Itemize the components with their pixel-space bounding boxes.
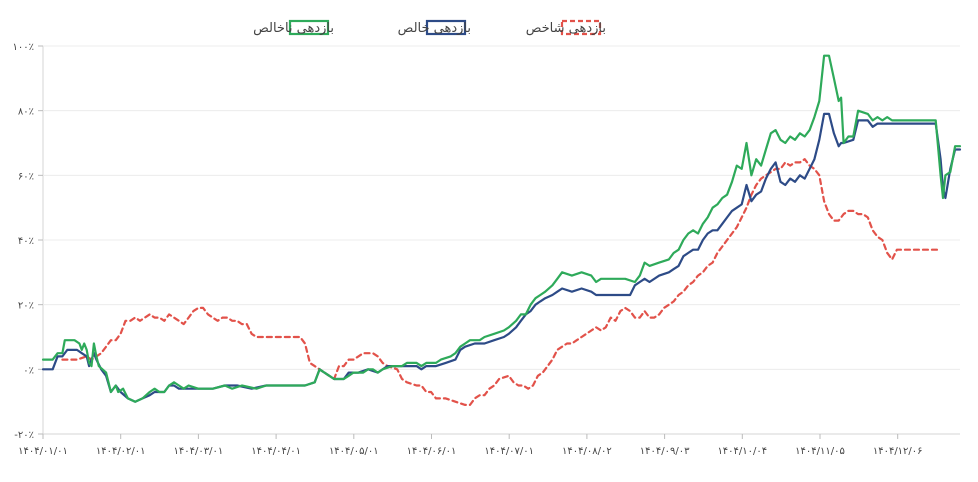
legend-label: بازدهی خالص [398, 21, 471, 36]
x-tick-label: ۱۴۰۴/۱۲/۰۶ [873, 446, 923, 457]
y-tick-label: ۸۰٪ [18, 107, 34, 118]
x-tick-label: ۱۴۰۴/۰۶/۰۱ [407, 446, 457, 457]
y-tick-label: ۰٪ [23, 365, 34, 376]
x-tick-label: ۱۴۰۴/۰۹/۰۳ [640, 446, 690, 457]
x-tick-label: ۱۴۰۴/۰۴/۰۱ [251, 446, 301, 457]
x-tick-label: ۱۴۰۴/۱۰/۰۴ [717, 446, 767, 457]
y-tick-label: ۶۰٪ [18, 171, 34, 182]
series-line-2 [61, 158, 942, 406]
legend-swatch [288, 19, 330, 36]
series-line-1 [41, 112, 962, 403]
legend: بازدهی ناخالص بازدهی خالص بازدهی شاخص [253, 19, 606, 36]
x-tick-label: ۱۴۰۴/۰۲/۰۱ [96, 446, 146, 457]
x-tick-label: ۱۴۰۴/۰۱/۰۱ [18, 446, 68, 457]
y-tick-label: ۱۰۰٪ [13, 42, 34, 53]
legend-label: بازدهی شاخص [526, 21, 606, 36]
x-tick-label: ۱۴۰۴/۱۱/۰۵ [795, 446, 845, 457]
y-axis: -۲۰٪ ۰٪ ۲۰٪ ۴۰٪ ۶۰٪ ۸۰٪ ۱۰۰٪ [13, 42, 43, 441]
x-tick-label: ۱۴۰۴/۰۵/۰۱ [329, 446, 379, 457]
legend-item-2[interactable]: بازدهی شاخص [526, 19, 606, 36]
legend-item-0[interactable]: بازدهی ناخالص [253, 19, 334, 36]
legend-item-1[interactable]: بازدهی خالص [398, 19, 471, 36]
x-tick-label: ۱۴۰۴/۰۳/۰۱ [174, 446, 224, 457]
grid [42, 45, 960, 435]
series-group [41, 54, 962, 406]
x-axis: ۱۴۰۴/۰۱/۰۱ ۱۴۰۴/۰۲/۰۱ ۱۴۰۴/۰۳/۰۱ ۱۴۰۴/۰۴/۰۱… [18, 434, 923, 457]
series-line-0 [41, 54, 962, 403]
y-tick-label: -۲۰٪ [14, 430, 34, 441]
legend-swatch [425, 19, 467, 36]
x-tick-label: ۱۴۰۴/۰۷/۰۱ [484, 446, 534, 457]
y-tick-label: ۲۰٪ [18, 301, 34, 312]
y-tick-label: ۴۰٪ [18, 236, 34, 247]
legend-swatch [560, 19, 602, 36]
x-tick-label: ۱۴۰۴/۰۸/۰۲ [562, 446, 612, 457]
legend-label: بازدهی ناخالص [253, 21, 334, 36]
